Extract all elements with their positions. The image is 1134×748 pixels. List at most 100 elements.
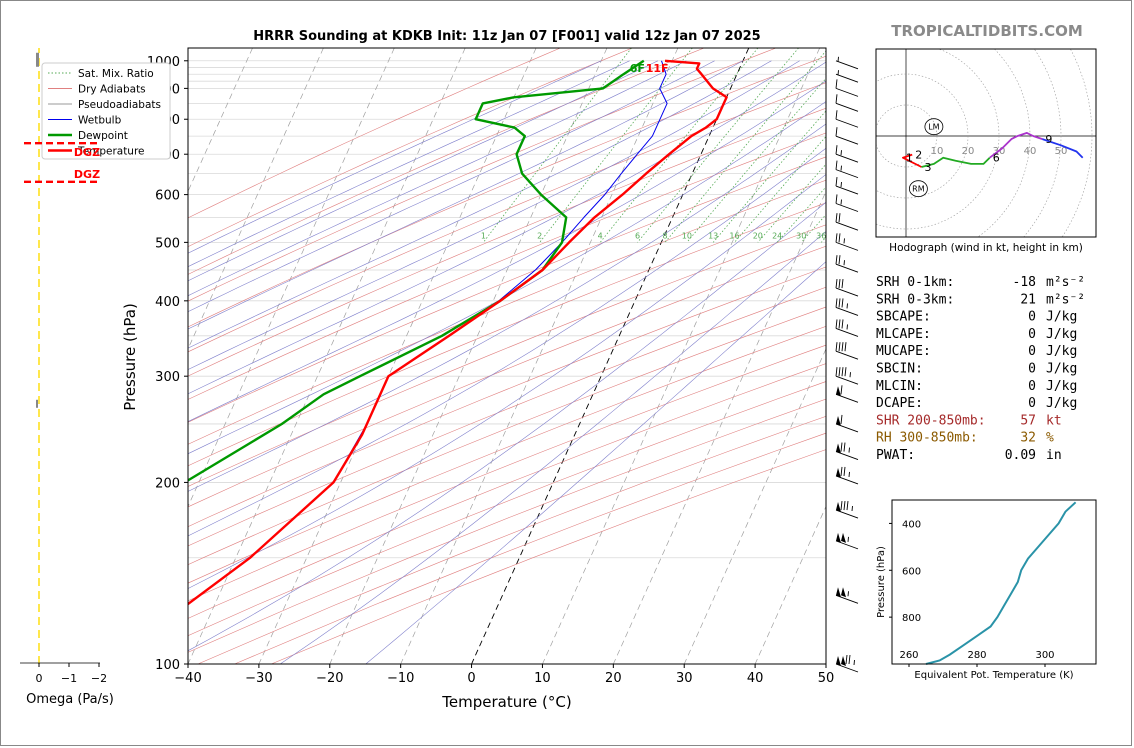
x-tick-label: 40 xyxy=(747,671,764,686)
mixing-ratio-line xyxy=(801,213,826,243)
barb-half xyxy=(846,303,848,309)
wind-barb xyxy=(835,654,859,673)
omega-tick-label: 0 xyxy=(36,672,43,685)
index-label: SRH 0-3km: xyxy=(876,292,954,307)
hodograph-height-label: 3 xyxy=(925,161,932,174)
barb-half xyxy=(843,238,845,244)
dgz-label: DGZ xyxy=(74,146,100,159)
mixing-ratio-label: 4 xyxy=(598,231,603,240)
barb-staff xyxy=(835,375,859,385)
barb-full xyxy=(840,500,843,511)
index-value: 57 xyxy=(1020,413,1036,428)
barb-full xyxy=(835,255,838,265)
right-mover-label: RM xyxy=(912,185,925,194)
x-tick-label: −20 xyxy=(316,671,343,686)
barb-staff xyxy=(835,135,859,145)
theta-e-x-tick-label: 280 xyxy=(967,650,986,661)
mixing-ratio-label: 8 xyxy=(662,231,667,240)
isotherm-line xyxy=(188,48,324,350)
barb-full xyxy=(845,654,848,665)
barb-half xyxy=(848,447,850,453)
barb-half xyxy=(846,324,848,330)
isotherm-line xyxy=(613,190,826,664)
chart-title: HRRR Sounding at KDKB Init: 11z Jan 07 [… xyxy=(253,29,760,44)
index-label: PWAT: xyxy=(876,448,915,463)
barb-staff xyxy=(835,287,859,297)
dry-adiabat xyxy=(188,132,826,400)
wind-barb xyxy=(835,385,859,403)
barb-half xyxy=(840,165,842,171)
index-value: 0 xyxy=(1028,379,1036,394)
barb-half xyxy=(851,505,853,512)
barb-half xyxy=(837,70,839,76)
hodograph-ring-label: 50 xyxy=(1055,146,1068,157)
y-tick-label: 200 xyxy=(155,476,180,491)
mixing-ratio-line xyxy=(539,48,693,243)
omega-axis-label: Omega (Pa/s) xyxy=(26,692,114,707)
barb-full xyxy=(835,110,838,120)
index-unit: m²s⁻² xyxy=(1046,275,1085,290)
hodograph-height-label: 1 xyxy=(906,152,913,165)
index-label: RH 300-850mb: xyxy=(876,431,978,446)
isotherm-line xyxy=(754,505,826,664)
index-label: SBCAPE: xyxy=(876,310,931,325)
barb-pennant xyxy=(836,587,841,598)
index-value: 0.09 xyxy=(1005,448,1036,463)
hodograph-segment xyxy=(989,132,1043,159)
moist-adiabat xyxy=(188,101,826,455)
barb-full xyxy=(835,298,838,308)
barb-half xyxy=(847,536,849,542)
barb-staff xyxy=(835,328,859,337)
wind-barb xyxy=(835,319,859,337)
moist-adiabat xyxy=(280,231,826,664)
wind-barb xyxy=(835,342,859,360)
barb-full xyxy=(843,500,846,511)
hodograph-height-label: 2 xyxy=(915,149,922,162)
barb-staff xyxy=(835,203,859,212)
dry-adiabat xyxy=(188,156,826,423)
index-value: 0 xyxy=(1028,310,1036,325)
mixing-ratio-label: 24 xyxy=(772,231,782,240)
wind-barb xyxy=(835,194,859,212)
barb-pennant xyxy=(836,443,841,454)
wind-barb xyxy=(835,367,859,385)
y-tick-label: 300 xyxy=(155,370,180,385)
dry-adiabat xyxy=(188,48,633,248)
index-unit: J/kg xyxy=(1046,362,1077,377)
mixing-ratio-label: 13 xyxy=(708,231,718,240)
index-label: SRH 0-1km: xyxy=(876,275,954,290)
barb-full xyxy=(843,466,846,476)
dry-adiabat xyxy=(188,48,561,219)
barb-full xyxy=(835,79,838,89)
mixing-ratio-line xyxy=(483,48,632,243)
isotherm-line xyxy=(188,48,395,508)
barb-full xyxy=(841,278,844,289)
moist-adiabat xyxy=(188,60,687,297)
hodograph-segment xyxy=(902,153,922,168)
index-label: SBCIN: xyxy=(876,362,923,377)
legend-box xyxy=(41,62,171,160)
barb-full xyxy=(835,194,838,204)
barb-full xyxy=(838,213,841,223)
moist-adiabat xyxy=(188,60,630,268)
barb-full xyxy=(846,500,849,511)
index-unit: m²s⁻² xyxy=(1046,292,1085,307)
surface-dewpoint-label: 6F xyxy=(630,62,645,75)
left-mover-marker xyxy=(924,118,944,136)
moist-adiabat xyxy=(188,123,826,492)
dewpoint-profile xyxy=(188,59,645,482)
barb-staff xyxy=(835,73,859,83)
barb-full xyxy=(838,298,841,308)
wind-barb xyxy=(835,127,859,145)
barb-full xyxy=(838,319,841,329)
hodograph-ring xyxy=(876,73,969,199)
left-mover-label: LM xyxy=(928,123,939,132)
dry-adiabat xyxy=(188,48,777,302)
omega-tick-label: −2 xyxy=(91,672,107,685)
moist-adiabat xyxy=(188,147,826,537)
theta-e-x-tick-label: 260 xyxy=(899,650,918,661)
mixing-ratio-label: 30 xyxy=(796,231,806,240)
moist-adiabat xyxy=(365,261,826,664)
barb-pennant xyxy=(836,467,841,478)
